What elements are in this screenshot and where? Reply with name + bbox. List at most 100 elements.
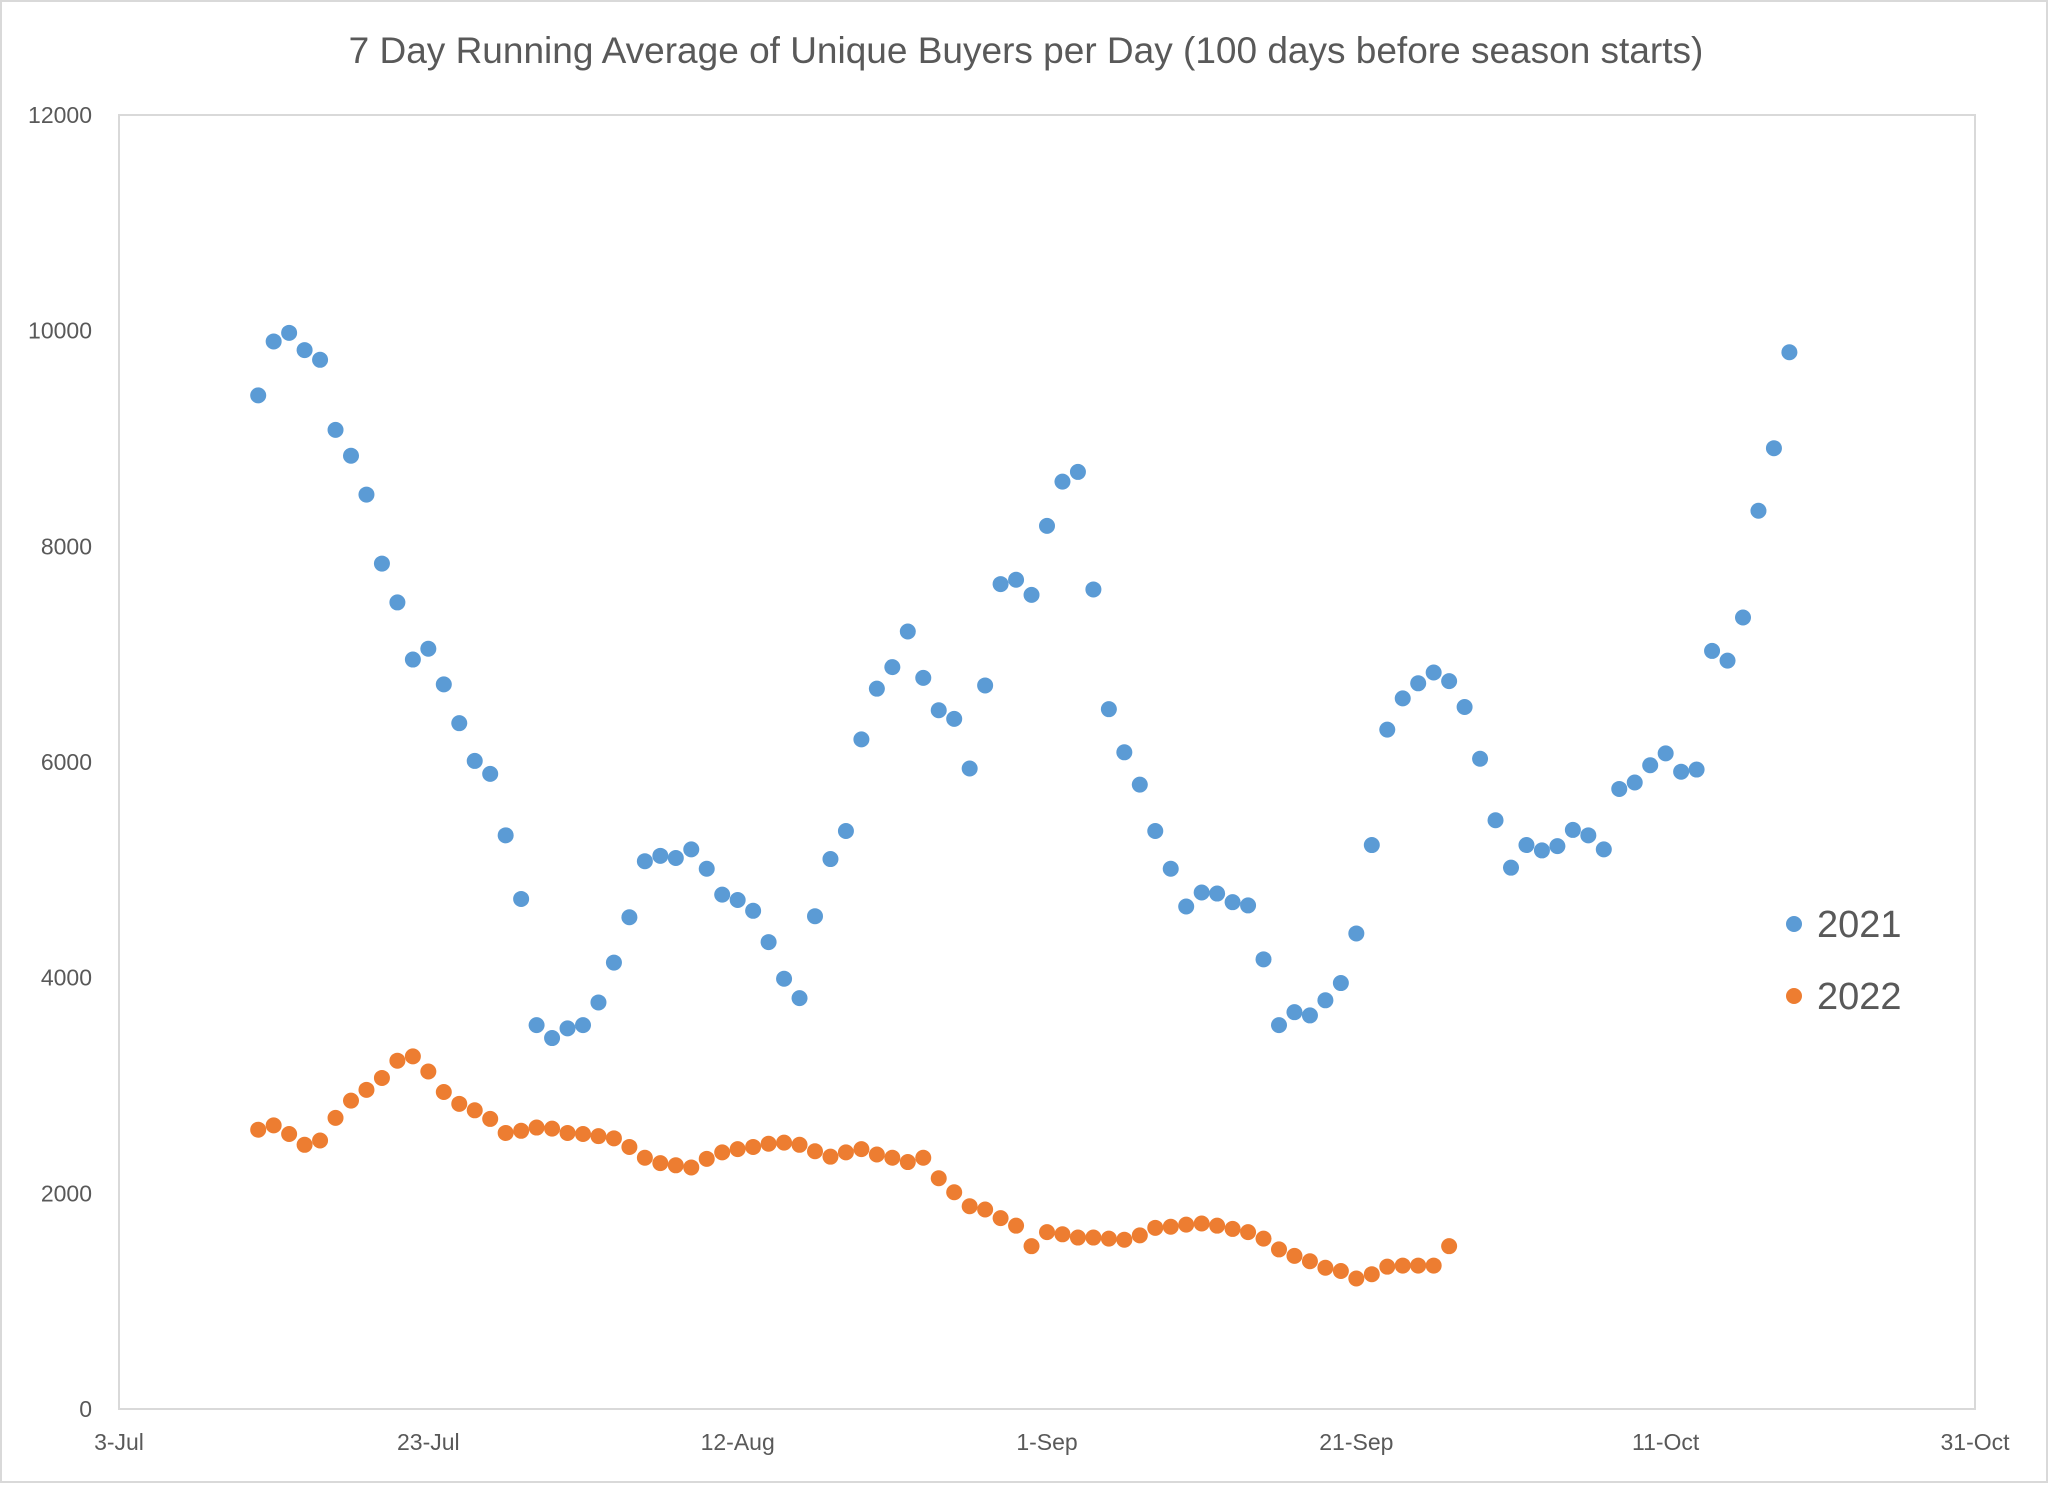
data-point-2021 — [420, 640, 437, 657]
data-point-2021 — [605, 954, 622, 971]
data-point-2021 — [1765, 440, 1782, 457]
data-point-2021 — [1394, 690, 1411, 707]
data-point-2021 — [930, 702, 947, 719]
data-point-2022 — [343, 1092, 359, 1109]
x-tick-label: 21-Sep — [1319, 1429, 1393, 1455]
data-point-2021 — [575, 1017, 591, 1034]
data-point-2021 — [1456, 699, 1473, 716]
data-point-2022 — [482, 1110, 499, 1127]
data-point-2022 — [1410, 1257, 1427, 1274]
data-point-2022 — [807, 1143, 823, 1160]
data-point-2022 — [1255, 1230, 1272, 1247]
data-point-2021 — [1085, 581, 1102, 598]
data-point-2022 — [327, 1109, 344, 1126]
chart-title: 7 Day Running Average of Unique Buyers p… — [348, 30, 1704, 71]
data-point-2021 — [1100, 701, 1117, 718]
data-point-2022 — [961, 1198, 978, 1215]
data-point-2021 — [868, 680, 885, 697]
data-point-2021 — [544, 1030, 561, 1047]
data-point-2022 — [1301, 1253, 1318, 1270]
data-point-2021 — [1023, 586, 1040, 603]
data-point-2022 — [265, 1117, 282, 1134]
data-point-2022 — [667, 1157, 684, 1174]
y-tick-label: 12000 — [28, 102, 92, 128]
data-point-2022 — [296, 1136, 313, 1153]
data-point-2022 — [621, 1138, 638, 1155]
data-point-2021 — [1301, 1007, 1318, 1024]
legend-marker-2021 — [1786, 916, 1802, 932]
data-point-2021 — [296, 342, 313, 359]
data-point-2022 — [373, 1069, 390, 1086]
data-point-2022 — [822, 1148, 839, 1165]
data-point-2022 — [1332, 1262, 1349, 1279]
data-point-2021 — [1240, 897, 1257, 914]
x-tick-label: 23-Jul — [397, 1429, 460, 1455]
data-point-2021 — [1441, 673, 1458, 690]
data-point-2021 — [1549, 838, 1566, 855]
data-point-2021 — [590, 994, 607, 1011]
x-tick-label: 12-Aug — [701, 1429, 775, 1455]
data-point-2022 — [992, 1210, 1009, 1227]
data-point-2022 — [698, 1150, 715, 1167]
data-point-2021 — [729, 892, 746, 909]
data-point-2021 — [1673, 763, 1690, 780]
data-point-2021 — [1688, 761, 1705, 778]
data-point-2021 — [343, 447, 359, 464]
data-point-2022 — [1286, 1247, 1303, 1264]
data-point-2021 — [559, 1020, 576, 1037]
data-point-2021 — [1595, 841, 1612, 858]
data-point-2021 — [992, 576, 1009, 593]
data-point-2021 — [1781, 344, 1798, 361]
data-point-2021 — [327, 421, 344, 438]
data-point-2021 — [513, 890, 530, 907]
data-point-2021 — [1162, 860, 1179, 877]
data-point-2022 — [389, 1052, 406, 1069]
data-point-2022 — [1224, 1220, 1241, 1237]
data-point-2021 — [884, 659, 901, 676]
data-point-2022 — [1008, 1217, 1025, 1234]
data-point-2022 — [636, 1149, 653, 1166]
data-point-2021 — [961, 760, 978, 777]
data-point-2021 — [1425, 664, 1442, 681]
data-point-2022 — [1178, 1216, 1195, 1233]
data-point-2021 — [1626, 774, 1643, 791]
data-point-2021 — [1611, 780, 1628, 797]
data-point-2022 — [1193, 1215, 1210, 1232]
data-point-2021 — [451, 715, 468, 732]
data-point-2022 — [590, 1128, 607, 1145]
data-point-2022 — [435, 1083, 452, 1100]
data-point-2021 — [1487, 812, 1504, 829]
data-point-2021 — [899, 623, 916, 640]
data-point-2021 — [745, 902, 762, 919]
data-point-2021 — [1069, 463, 1086, 480]
data-point-2022 — [358, 1081, 375, 1098]
data-point-2022 — [977, 1201, 994, 1218]
data-point-2022 — [946, 1184, 963, 1201]
data-point-2022 — [1023, 1238, 1040, 1255]
data-point-2021 — [621, 909, 638, 926]
data-point-2022 — [683, 1159, 700, 1176]
data-point-2021 — [636, 853, 653, 870]
data-point-2022 — [1131, 1227, 1148, 1244]
data-point-2022 — [497, 1124, 514, 1141]
data-point-2021 — [683, 841, 700, 858]
data-point-2022 — [884, 1149, 901, 1166]
data-point-2022 — [1317, 1259, 1334, 1276]
data-point-2022 — [1039, 1224, 1055, 1241]
data-point-2021 — [837, 823, 854, 840]
data-point-2022 — [1162, 1218, 1179, 1235]
y-tick-label: 4000 — [41, 965, 92, 991]
data-point-2021 — [1348, 925, 1365, 942]
y-tick-label: 6000 — [41, 749, 92, 775]
data-point-2022 — [1100, 1230, 1117, 1247]
data-point-2022 — [930, 1170, 947, 1187]
data-point-2021 — [1363, 837, 1380, 854]
data-point-2021 — [714, 886, 731, 903]
data-point-2022 — [1116, 1231, 1133, 1248]
data-point-2022 — [1441, 1238, 1458, 1255]
data-point-2022 — [605, 1130, 622, 1147]
data-point-2021 — [482, 765, 499, 782]
legend-label-2022: 2022 — [1817, 976, 1902, 1018]
data-point-2022 — [1209, 1217, 1226, 1234]
data-point-2022 — [513, 1122, 530, 1139]
